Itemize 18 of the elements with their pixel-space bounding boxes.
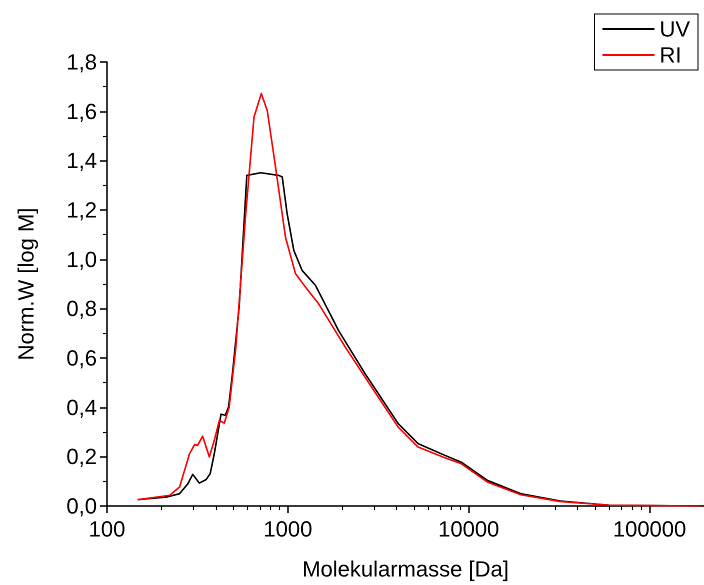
- y-tick-label: 1,0: [66, 246, 97, 272]
- y-tick-label: 1,8: [66, 50, 97, 74]
- y-tick-label: 0,2: [66, 444, 97, 470]
- y-tick-label: 1,2: [66, 198, 97, 222]
- legend-label: RI: [659, 42, 682, 68]
- y-tick-label: 0,6: [66, 346, 97, 370]
- y-tick-label: 0,0: [66, 494, 97, 518]
- x-tick-label: 1000: [263, 516, 312, 542]
- y-tick-label: 1,4: [66, 148, 97, 174]
- y-tick-label: 0,8: [66, 296, 97, 322]
- y-tick-label: 1,6: [66, 98, 97, 124]
- y-tick-label: 0,4: [66, 394, 97, 420]
- x-axis-title: Molekularmasse [Da]: [302, 556, 509, 582]
- x-tick-label: 10000: [438, 516, 500, 542]
- x-tick-label: 100: [88, 516, 126, 542]
- legend-label: UV: [659, 16, 690, 42]
- y-axis-title: Norm.W [log M]: [14, 208, 38, 360]
- x-tick-label: 100000: [612, 516, 686, 542]
